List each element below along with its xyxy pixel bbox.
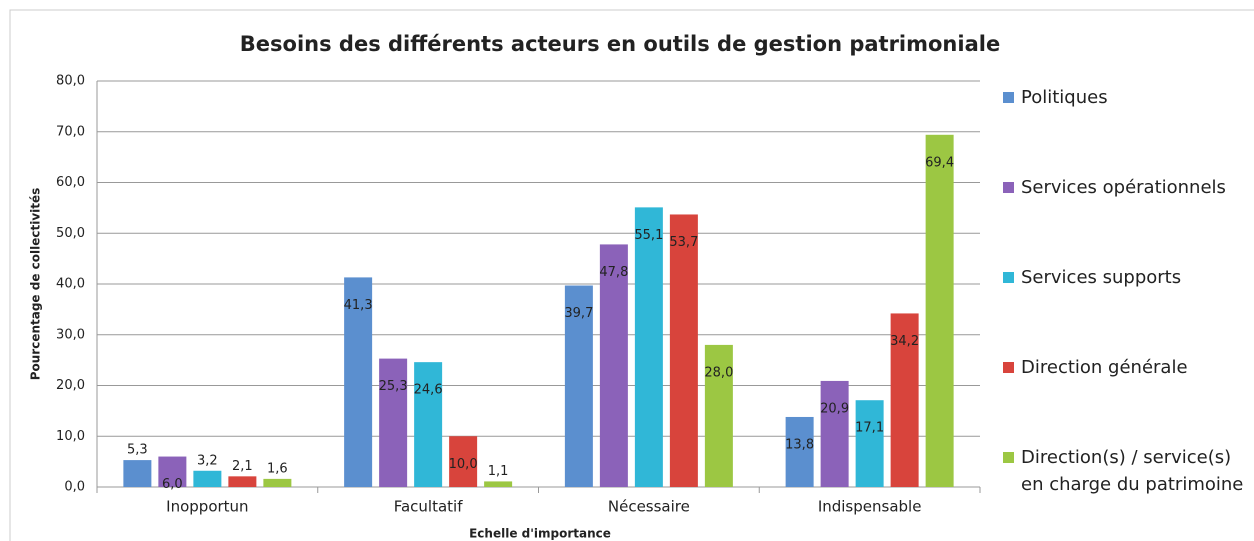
legend-label: Services supports (1021, 267, 1182, 288)
y-tick-label: 50,0 (56, 226, 85, 241)
bar (344, 277, 373, 487)
y-tick-label: 40,0 (56, 277, 85, 292)
x-tick-label: Nécessaire (608, 498, 690, 516)
data-label: 13,8 (785, 437, 814, 452)
data-label: 20,9 (820, 401, 849, 416)
legend-item: Services supports (1003, 264, 1248, 354)
bar (890, 313, 919, 487)
bar (263, 478, 292, 487)
y-tick-label: 0,0 (64, 480, 85, 495)
bar (449, 436, 478, 487)
legend-label: Direction(s) / service(s) en charge du p… (1021, 447, 1244, 495)
y-tick-label: 80,0 (56, 74, 85, 89)
bar (123, 460, 152, 487)
legend-item: Services opérationnels (1003, 174, 1248, 264)
data-label: 25,3 (379, 379, 408, 394)
legend-item: Direction(s) / service(s) en charge du p… (1003, 444, 1248, 534)
bar (379, 358, 408, 487)
data-label: 53,7 (669, 235, 698, 250)
data-label: 17,1 (855, 421, 884, 436)
x-axis-title: Echelle d'importance (469, 527, 611, 541)
x-tick-label: Indispensable (818, 498, 922, 516)
bar (634, 207, 663, 487)
bar (158, 456, 187, 487)
data-label: 24,6 (414, 383, 443, 398)
legend-item: Politiques (1003, 84, 1248, 174)
legend-label: Politiques (1021, 87, 1108, 108)
bar (228, 476, 257, 487)
bar (855, 400, 884, 487)
y-axis-title: Pourcentage de collectivités (29, 188, 43, 381)
bar (785, 416, 814, 487)
legend-item: Direction générale (1003, 354, 1248, 444)
legend-swatch (1003, 362, 1014, 373)
legend-swatch (1003, 182, 1014, 193)
bar (193, 470, 222, 487)
legend-label: Services opérationnels (1021, 177, 1226, 198)
data-label: 1,6 (267, 461, 288, 476)
data-label: 41,3 (344, 298, 373, 313)
bar (704, 344, 733, 487)
data-label: 3,2 (197, 453, 218, 468)
bar (820, 380, 849, 487)
legend: Politiques Services opérationnels Services… (1003, 84, 1248, 534)
data-label: 69,4 (925, 155, 954, 170)
data-label: 28,0 (704, 365, 733, 380)
data-label: 34,2 (890, 334, 919, 349)
data-label: 1,1 (488, 464, 509, 479)
bar (925, 134, 954, 488)
y-tick-label: 30,0 (56, 327, 85, 342)
legend-swatch (1003, 452, 1014, 463)
y-tick-label: 10,0 (56, 429, 85, 444)
y-tick-label: 60,0 (56, 175, 85, 190)
bar (484, 481, 513, 487)
bar (599, 244, 628, 487)
data-label: 10,0 (449, 457, 478, 472)
y-tick-label: 20,0 (56, 378, 85, 393)
data-label: 2,1 (232, 459, 253, 474)
data-label: 39,7 (564, 306, 593, 321)
bar (669, 214, 698, 487)
legend-swatch (1003, 272, 1014, 283)
legend-swatch (1003, 92, 1014, 103)
bar (414, 362, 443, 487)
chart-title: Besoins des différents acteurs en outils… (240, 32, 1000, 56)
x-tick-label: Inopportun (166, 498, 248, 516)
legend-label: Direction générale (1021, 357, 1188, 378)
data-label: 5,3 (127, 443, 148, 458)
bar (564, 285, 593, 487)
frame (9, 9, 1254, 541)
data-label: 55,1 (634, 228, 663, 243)
data-label: 47,8 (599, 265, 628, 280)
x-tick-label: Facultatif (394, 498, 463, 516)
data-label: 6,0 (162, 477, 183, 492)
y-tick-label: 70,0 (56, 124, 85, 139)
